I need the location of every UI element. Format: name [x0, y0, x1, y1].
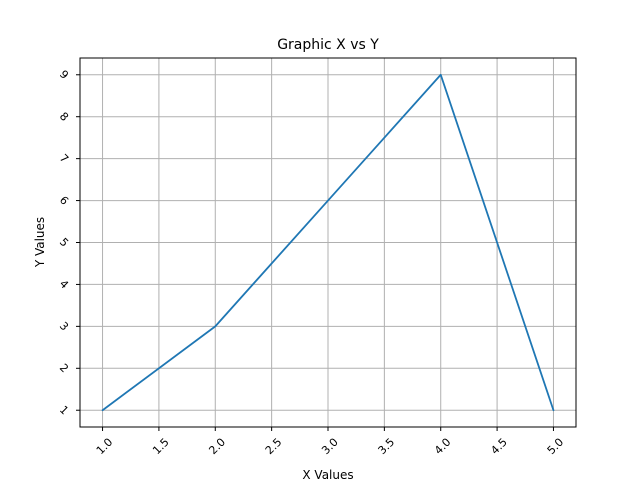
series-lines — [101, 73, 555, 412]
y-axis-label: Y Values — [33, 217, 47, 268]
grid — [80, 58, 576, 427]
chart-title: Graphic X vs Y — [277, 37, 379, 53]
x-axis-label: X Values — [302, 468, 353, 480]
